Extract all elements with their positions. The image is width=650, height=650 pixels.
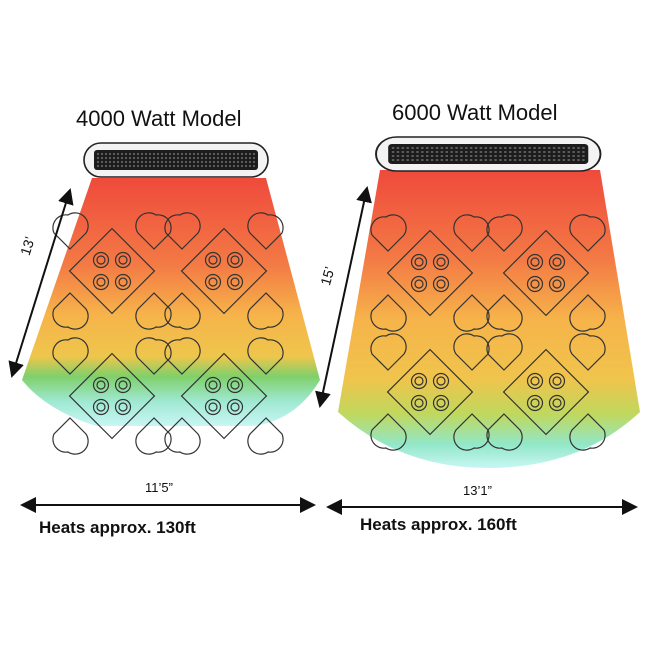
right-width-label: 13’1” <box>463 483 492 498</box>
heater-icon <box>83 142 269 178</box>
left-heat-zone <box>22 178 320 426</box>
left-model-title: 4000 Watt Model <box>76 106 242 131</box>
left-coverage-text: Heats approx. 130ft <box>39 518 196 537</box>
dimension-arrow-icon <box>315 186 372 408</box>
left-width-label: 11’5” <box>145 480 173 495</box>
dimension-arrow-icon <box>8 188 74 378</box>
right-coverage-text: Heats approx. 160ft <box>360 515 517 534</box>
right-model-title: 6000 Watt Model <box>392 100 558 125</box>
heater-icon <box>375 136 602 172</box>
